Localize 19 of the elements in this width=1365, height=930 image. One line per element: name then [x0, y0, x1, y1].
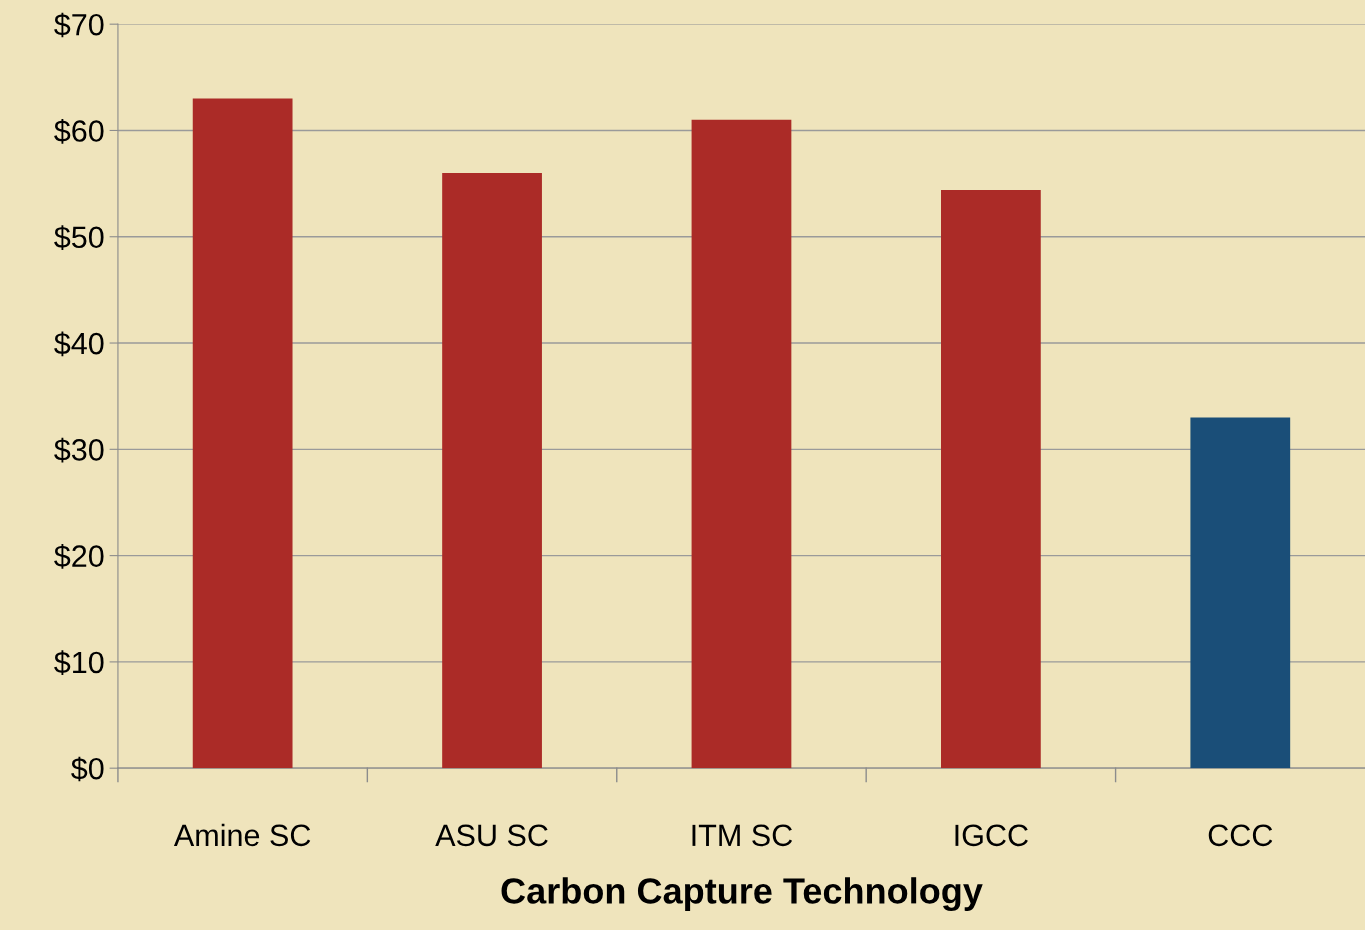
y-tick-label: $70	[54, 12, 104, 38]
bar	[941, 189, 1041, 769]
y-tick-label: $60	[54, 118, 104, 144]
y-tick-label: $0	[71, 756, 104, 782]
y-tick-label: $50	[54, 225, 104, 250]
y-tick-label: $40	[54, 331, 104, 357]
y-tick-label: $30	[54, 437, 104, 463]
x-tick-label: ITM SC	[692, 824, 793, 847]
bar	[1190, 417, 1291, 769]
bar	[192, 98, 293, 769]
y-tick-label: $10	[54, 650, 104, 676]
x-axis-title: Carbon Capture Technology	[501, 877, 983, 912]
x-tick-label: Amine SC	[173, 823, 311, 847]
x-tick-label: CCC	[1208, 824, 1273, 847]
x-tick-label: IGCC	[955, 824, 1028, 847]
y-tick-label: $20	[54, 544, 104, 569]
bar	[691, 119, 792, 769]
x-tick-label: ASU SC	[435, 824, 548, 847]
bar	[442, 172, 542, 769]
